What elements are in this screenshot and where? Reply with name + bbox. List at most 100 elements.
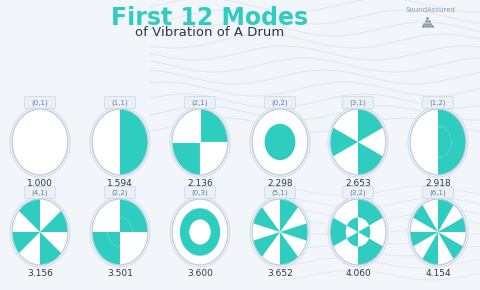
Ellipse shape [264,124,295,160]
Ellipse shape [424,126,451,158]
Text: 2.918: 2.918 [425,179,451,188]
Wedge shape [344,232,358,248]
Ellipse shape [108,217,132,247]
Wedge shape [104,232,120,248]
Text: 3.600: 3.600 [187,269,213,278]
Text: (4,1): (4,1) [32,189,48,196]
Wedge shape [14,196,40,232]
Wedge shape [280,196,301,232]
Ellipse shape [410,199,466,265]
Ellipse shape [410,109,466,175]
Ellipse shape [90,107,150,177]
Wedge shape [40,206,76,232]
Wedge shape [120,106,156,178]
Wedge shape [358,196,389,232]
FancyBboxPatch shape [24,186,56,198]
Ellipse shape [252,109,308,175]
Text: 2.298: 2.298 [267,179,293,188]
Ellipse shape [92,109,148,175]
Text: of Vibration of A Drum: of Vibration of A Drum [135,26,285,39]
Text: (5,1): (5,1) [272,189,288,196]
Text: (3,1): (3,1) [349,99,366,106]
Wedge shape [358,106,389,142]
Ellipse shape [10,107,70,177]
Ellipse shape [172,109,228,175]
Wedge shape [200,106,236,142]
Ellipse shape [346,218,371,246]
Text: (0,3): (0,3) [192,189,208,196]
Wedge shape [420,232,438,268]
Ellipse shape [410,109,466,175]
Text: 1.594: 1.594 [107,179,133,188]
FancyBboxPatch shape [264,186,296,198]
Ellipse shape [330,109,386,175]
FancyBboxPatch shape [184,97,216,108]
Wedge shape [120,232,156,268]
Ellipse shape [12,109,68,175]
FancyBboxPatch shape [105,97,135,108]
Text: 3.501: 3.501 [107,269,133,278]
Text: (1,1): (1,1) [112,99,128,106]
Text: (2,2): (2,2) [112,189,128,196]
Text: (3,2): (3,2) [350,189,366,196]
Wedge shape [322,124,358,160]
Wedge shape [120,216,136,232]
Wedge shape [438,232,469,263]
Text: 4.060: 4.060 [345,269,371,278]
Wedge shape [358,224,374,240]
Ellipse shape [252,199,308,265]
FancyBboxPatch shape [105,186,135,198]
Ellipse shape [170,197,230,267]
Wedge shape [245,232,280,261]
Wedge shape [407,201,438,232]
Wedge shape [280,221,316,243]
Ellipse shape [250,107,310,177]
Wedge shape [40,232,66,268]
Wedge shape [4,232,40,258]
Wedge shape [438,126,454,158]
Wedge shape [280,232,301,268]
Ellipse shape [92,199,148,265]
Ellipse shape [328,197,388,267]
Ellipse shape [250,197,310,267]
Text: (1,2): (1,2) [430,99,446,106]
FancyBboxPatch shape [24,97,56,108]
Ellipse shape [408,107,468,177]
Ellipse shape [328,107,388,177]
Text: 4.154: 4.154 [425,269,451,278]
Wedge shape [322,214,358,250]
Text: (0,2): (0,2) [272,99,288,106]
Ellipse shape [172,199,228,265]
Ellipse shape [10,197,70,267]
Wedge shape [344,216,358,232]
Ellipse shape [90,197,150,267]
Wedge shape [358,232,389,268]
FancyBboxPatch shape [422,97,454,108]
Text: (6,1): (6,1) [430,189,446,196]
Ellipse shape [330,199,386,265]
Wedge shape [245,203,280,232]
Text: First 12 Modes: First 12 Modes [111,6,309,30]
Text: (0,1): (0,1) [32,99,48,106]
Text: 2.653: 2.653 [345,179,371,188]
Wedge shape [358,142,389,178]
Text: SoundAssured: SoundAssured [405,7,455,13]
Text: 3.156: 3.156 [27,269,53,278]
Wedge shape [402,106,438,178]
FancyBboxPatch shape [422,186,454,198]
FancyBboxPatch shape [343,186,373,198]
Wedge shape [438,196,456,232]
Ellipse shape [408,197,468,267]
Ellipse shape [180,208,220,256]
Wedge shape [84,196,120,232]
Wedge shape [438,214,474,232]
Ellipse shape [92,199,148,265]
Text: (2,1): (2,1) [192,99,208,106]
FancyBboxPatch shape [264,97,296,108]
Ellipse shape [170,107,230,177]
Text: 3.652: 3.652 [267,269,293,278]
Ellipse shape [12,199,68,265]
Text: 1.000: 1.000 [27,179,53,188]
Text: 2.136: 2.136 [187,179,213,188]
Wedge shape [164,142,200,178]
